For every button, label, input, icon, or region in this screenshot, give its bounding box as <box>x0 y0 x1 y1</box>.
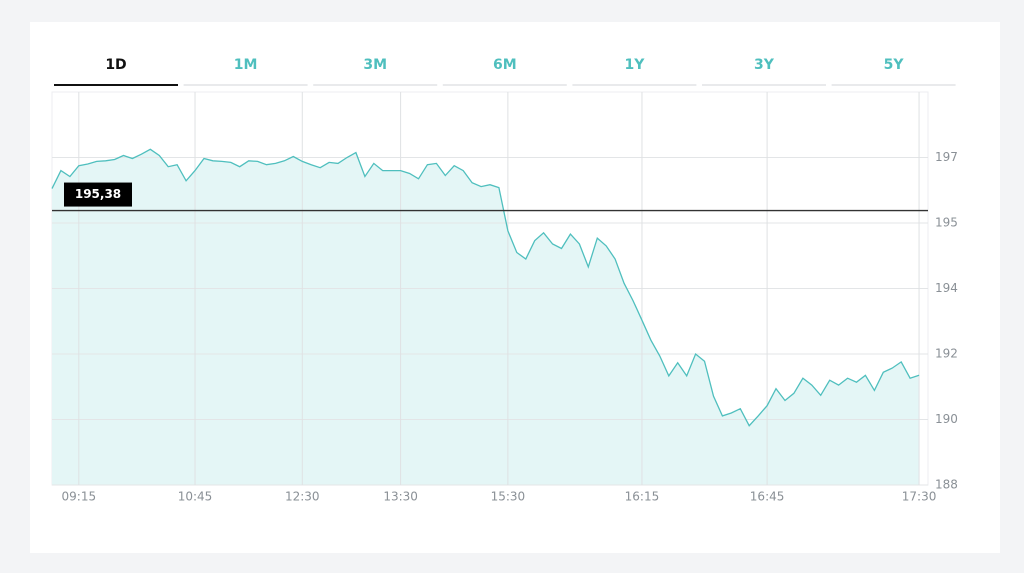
x-tick-label: 12:30 <box>285 490 320 504</box>
y-tick-label: 190 <box>935 412 958 426</box>
reference-badge <box>64 182 132 207</box>
area <box>52 149 920 486</box>
y-tick-label: 194 <box>935 281 958 295</box>
x-tick-label: 16:45 <box>750 490 785 504</box>
x-tick-label: 13:30 <box>383 490 418 504</box>
y-tick-label: 192 <box>935 347 958 361</box>
tab[interactable]: 1Y <box>624 57 645 73</box>
tab[interactable]: 1D <box>105 57 126 73</box>
tab[interactable]: 3Y <box>754 57 775 73</box>
tab[interactable]: 6M <box>493 57 517 73</box>
x-tick-label: 17:30 <box>902 490 937 504</box>
tab[interactable]: 1M <box>234 57 258 73</box>
tab[interactable]: 5Y <box>884 57 905 73</box>
reference-label: 195,38 <box>75 187 121 201</box>
y-tick-label: 197 <box>935 150 958 164</box>
x-tick-label: 09:15 <box>62 490 97 504</box>
y-tick-label: 195 <box>935 216 958 230</box>
line <box>51 148 920 427</box>
tab[interactable]: 3M <box>363 57 387 73</box>
x-tick-label: 10:45 <box>178 490 213 504</box>
y-tick-label: 188 <box>935 478 958 492</box>
x-tick-label: 16:15 <box>625 490 660 504</box>
x-tick-label: 15:30 <box>491 490 526 504</box>
